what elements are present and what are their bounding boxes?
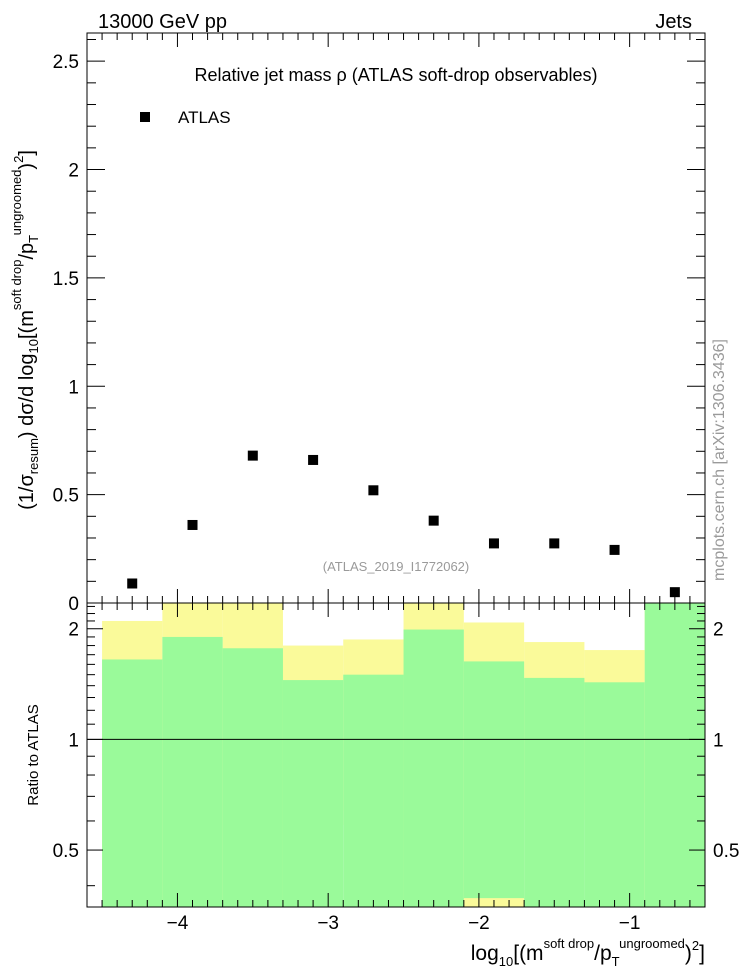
ratio-y-tick-label: 2	[68, 620, 79, 641]
chart-title: Relative jet mass ρ (ATLAS soft-drop obs…	[194, 65, 597, 85]
data-point	[549, 538, 560, 549]
legend-marker-atlas	[140, 112, 150, 122]
data-point	[428, 515, 439, 526]
ratio-plot-panel: 0.5 0.5 1 1 2 2 −4 −3 −2 −1	[53, 602, 739, 934]
uncertainty-band-green	[222, 648, 283, 907]
data-point	[488, 538, 499, 549]
ratio-y-tick-label-right: 1	[713, 730, 724, 751]
ratio-y-tick-label-right: 0.5	[713, 841, 739, 862]
analysis-annotation: (ATLAS_2019_I1772062)	[323, 559, 469, 574]
x-axis-title-text: log10[(msoft drop/pTungroomed)2]	[471, 936, 705, 969]
main-plot-panel: 0 0.5 1 1.5 2 2.5	[53, 32, 706, 615]
ratio-y-axis-title: Ratio to ATLAS	[25, 704, 42, 805]
data-point	[308, 454, 319, 465]
uncertainty-band-green	[162, 636, 223, 907]
uncertainty-band-green	[584, 682, 645, 907]
ratio-y-tick-label: 0.5	[53, 841, 79, 862]
x-tick-label: −2	[468, 913, 490, 934]
y-tick-label: 0.5	[53, 486, 79, 507]
header-right: Jets	[655, 11, 692, 33]
x-tick-label: −4	[167, 913, 189, 934]
main-y-axis-title-text: (1/σresum) dσ/d log10[(msoft drop/pTungr…	[9, 150, 41, 510]
y-tick-label: 1	[68, 377, 79, 398]
data-point	[368, 485, 379, 496]
data-point	[669, 587, 680, 598]
ratio-y-tick-label-right: 2	[713, 620, 724, 641]
y-tick-label: 2.5	[53, 52, 79, 73]
data-point	[127, 578, 138, 589]
x-axis-title: log10[(msoft drop/pTungroomed)2]	[471, 936, 705, 969]
data-point	[247, 450, 258, 461]
y-tick-label: 2	[68, 161, 79, 182]
x-tick-label: −1	[619, 913, 641, 934]
watermark: mcplots.cern.ch [arXiv:1306.3436]	[711, 339, 728, 581]
data-point	[609, 544, 620, 555]
header-left: 13000 GeV pp	[98, 11, 227, 33]
uncertainty-band-green	[343, 674, 404, 907]
legend-label-atlas: ATLAS	[178, 108, 231, 127]
uncertainty-band-green	[403, 629, 464, 907]
ratio-y-tick-label: 1	[68, 730, 79, 751]
uncertainty-band-green	[463, 661, 525, 899]
uncertainty-band-green	[282, 680, 344, 907]
uncertainty-band-green	[102, 659, 163, 907]
uncertainty-band-green	[644, 603, 705, 907]
uncertainty-band-green	[524, 677, 585, 907]
y-tick-label: 1.5	[53, 269, 79, 290]
y-tick-label: 0	[68, 594, 79, 615]
data-point	[187, 519, 198, 530]
main-y-axis-title: (1/σresum) dσ/d log10[(msoft drop/pTungr…	[9, 150, 41, 510]
ratio-plot-frame	[86, 602, 706, 908]
x-tick-label: −3	[317, 913, 339, 934]
